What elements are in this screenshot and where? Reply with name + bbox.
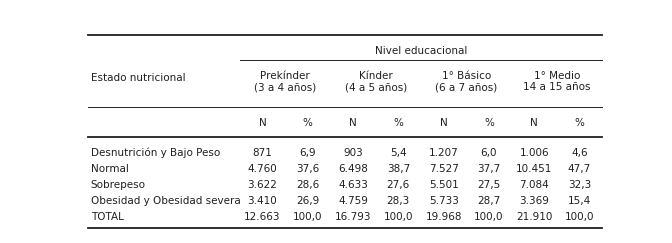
Text: 100,0: 100,0 [384,212,413,222]
Text: Prekínder
(3 a 4 años): Prekínder (3 a 4 años) [254,71,317,92]
Text: 6,9: 6,9 [300,148,316,158]
Text: 4.759: 4.759 [338,196,368,206]
Text: 5.733: 5.733 [429,196,458,206]
Text: N: N [259,118,266,128]
Text: 3.622: 3.622 [247,180,278,191]
Text: 7.527: 7.527 [429,164,458,174]
Text: 1° Básico
(6 a 7 años): 1° Básico (6 a 7 años) [435,71,497,92]
Text: 27,5: 27,5 [477,180,501,191]
Text: %: % [303,118,312,128]
Text: 28,7: 28,7 [477,196,501,206]
Text: %: % [575,118,585,128]
Text: %: % [393,118,403,128]
Text: 7.084: 7.084 [519,180,549,191]
Text: 871: 871 [253,148,272,158]
Text: N: N [439,118,448,128]
Text: Desnutrición y Bajo Peso: Desnutrición y Bajo Peso [91,148,220,158]
Text: Nivel educacional: Nivel educacional [375,46,467,56]
Text: 15,4: 15,4 [568,196,591,206]
Text: 100,0: 100,0 [474,212,504,222]
Text: 100,0: 100,0 [564,212,594,222]
Text: 12.663: 12.663 [244,212,281,222]
Text: Estado nutricional: Estado nutricional [91,73,185,83]
Text: Obesidad y Obesidad severa: Obesidad y Obesidad severa [91,196,241,206]
Text: Sobrepeso: Sobrepeso [91,180,146,191]
Text: 47,7: 47,7 [568,164,591,174]
Text: N: N [349,118,357,128]
Text: 1° Medio
14 a 15 años: 1° Medio 14 a 15 años [523,71,591,92]
Text: 26,9: 26,9 [296,196,319,206]
Text: 3.410: 3.410 [247,196,278,206]
Text: N: N [530,118,538,128]
Text: TOTAL: TOTAL [91,212,124,222]
Text: %: % [484,118,494,128]
Text: 4.633: 4.633 [338,180,368,191]
Text: 28,3: 28,3 [386,196,410,206]
Text: 1.006: 1.006 [519,148,549,158]
Text: 37,7: 37,7 [477,164,501,174]
Text: 27,6: 27,6 [386,180,410,191]
Text: 19.968: 19.968 [425,212,462,222]
Text: 6.498: 6.498 [338,164,368,174]
Text: 21.910: 21.910 [516,212,552,222]
Text: Normal: Normal [91,164,128,174]
Text: 4.760: 4.760 [247,164,278,174]
Text: 6,0: 6,0 [480,148,497,158]
Text: 100,0: 100,0 [293,212,323,222]
Text: 28,6: 28,6 [296,180,319,191]
Text: Kínder
(4 a 5 años): Kínder (4 a 5 años) [345,71,407,92]
Text: 3.369: 3.369 [519,196,549,206]
Text: 16.793: 16.793 [335,212,372,222]
Text: 1.207: 1.207 [429,148,458,158]
Text: 4,6: 4,6 [571,148,588,158]
Text: 37,6: 37,6 [296,164,319,174]
Text: 903: 903 [343,148,363,158]
Text: 10.451: 10.451 [516,164,552,174]
Text: 32,3: 32,3 [568,180,591,191]
Text: 5.501: 5.501 [429,180,458,191]
Text: 5,4: 5,4 [390,148,407,158]
Text: 38,7: 38,7 [386,164,410,174]
